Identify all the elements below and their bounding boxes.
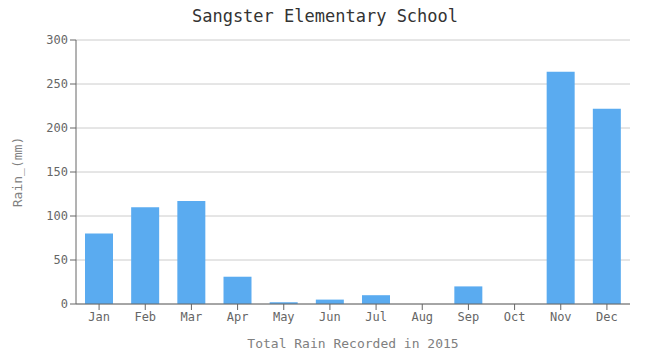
svg-text:300: 300 xyxy=(46,33,68,47)
svg-text:Feb: Feb xyxy=(134,310,156,324)
svg-text:Total Rain Recorded in 2015: Total Rain Recorded in 2015 xyxy=(247,336,458,351)
svg-text:50: 50 xyxy=(54,253,68,267)
svg-text:Jun: Jun xyxy=(319,310,341,324)
html-text:Sangster Elementary School: Sangster Elementary School xyxy=(191,6,458,26)
svg-text:200: 200 xyxy=(46,121,68,135)
svg-text:Dec: Dec xyxy=(596,310,618,324)
svg-text:Jan: Jan xyxy=(88,310,110,324)
svg-text:150: 150 xyxy=(46,165,68,179)
svg-text:250: 250 xyxy=(46,77,68,91)
svg-text:Jul: Jul xyxy=(365,310,387,324)
svg-text:Aug: Aug xyxy=(411,310,433,324)
svg-text:Sep: Sep xyxy=(458,310,480,324)
svg-text:Oct: Oct xyxy=(504,310,526,324)
svg-text:May: May xyxy=(273,310,295,324)
svg-text:Rain_(mm): Rain_(mm) xyxy=(10,137,25,207)
svg-text:Apr: Apr xyxy=(227,310,249,324)
svg-text:100: 100 xyxy=(46,209,68,223)
svg-text:Mar: Mar xyxy=(181,310,203,324)
svg-text:0: 0 xyxy=(61,297,68,311)
svg-text:Nov: Nov xyxy=(550,310,572,324)
